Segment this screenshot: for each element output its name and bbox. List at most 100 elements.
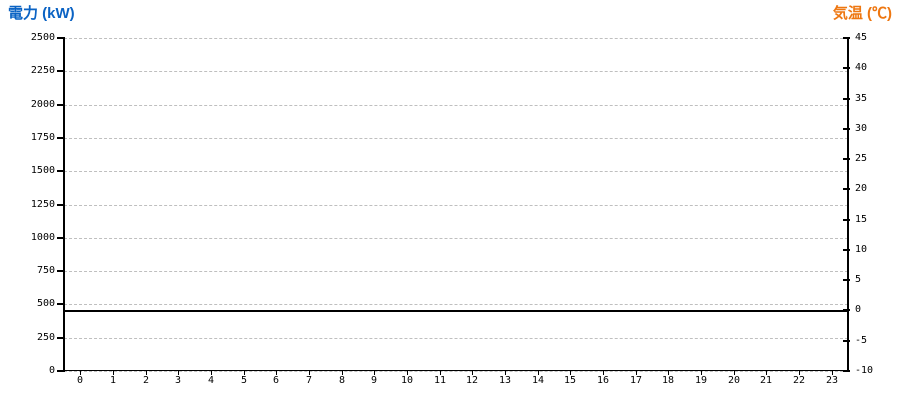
- gridline: [64, 371, 848, 372]
- left-tick-label: 1500: [30, 165, 55, 176]
- left-tick-mark: [57, 204, 64, 206]
- right-tick-mark: [843, 219, 850, 221]
- right-tick-mark: [843, 158, 850, 160]
- right-tick-label: -10: [855, 365, 874, 376]
- x-tick-label: 13: [498, 375, 512, 386]
- right-tick-label: 40: [855, 62, 868, 73]
- right-tick-label: 25: [855, 153, 868, 164]
- right-tick-mark: [843, 98, 850, 100]
- x-tick-mark: [505, 370, 506, 375]
- x-tick-mark: [668, 370, 669, 375]
- x-tick-label: 1: [109, 375, 117, 386]
- right-tick-label: 0: [855, 304, 862, 315]
- x-tick-label: 12: [465, 375, 479, 386]
- gridline: [64, 238, 848, 239]
- left-tick-label: 1000: [30, 232, 55, 243]
- x-tick-mark: [211, 370, 212, 375]
- left-tick-mark: [57, 370, 64, 372]
- x-tick-mark: [342, 370, 343, 375]
- left-tick-mark: [57, 303, 64, 305]
- gridline: [64, 138, 848, 139]
- left-tick-mark: [57, 270, 64, 272]
- x-tick-mark: [472, 370, 473, 375]
- x-tick-mark: [374, 370, 375, 375]
- x-tick-label: 15: [563, 375, 577, 386]
- x-tick-mark: [309, 370, 310, 375]
- right-tick-mark: [843, 67, 850, 69]
- gridline: [64, 271, 848, 272]
- x-tick-mark: [603, 370, 604, 375]
- x-tick-label: 5: [240, 375, 248, 386]
- left-tick-label: 2000: [30, 99, 55, 110]
- x-tick-label: 8: [338, 375, 346, 386]
- x-tick-label: 7: [305, 375, 313, 386]
- x-tick-label: 17: [629, 375, 643, 386]
- gridline: [64, 38, 848, 39]
- right-tick-mark: [843, 128, 850, 130]
- x-tick-label: 6: [272, 375, 280, 386]
- left-tick-mark: [57, 37, 64, 39]
- gridline: [64, 338, 848, 339]
- x-tick-mark: [113, 370, 114, 375]
- x-tick-mark: [244, 370, 245, 375]
- right-tick-mark: [843, 188, 850, 190]
- right-tick-label: 35: [855, 93, 868, 104]
- left-tick-mark: [57, 137, 64, 139]
- x-tick-mark: [766, 370, 767, 375]
- x-tick-mark: [734, 370, 735, 375]
- x-tick-label: 14: [531, 375, 545, 386]
- left-tick-mark: [57, 104, 64, 106]
- x-tick-label: 21: [759, 375, 773, 386]
- right-tick-mark: [843, 249, 850, 251]
- x-tick-label: 4: [207, 375, 215, 386]
- x-tick-label: 22: [792, 375, 806, 386]
- right-tick-label: 15: [855, 214, 868, 225]
- x-tick-mark: [538, 370, 539, 375]
- left-tick-label: 2500: [30, 32, 55, 43]
- left-tick-label: 250: [36, 332, 55, 343]
- gridline: [64, 304, 848, 305]
- right-tick-label: -5: [855, 335, 868, 346]
- x-tick-mark: [799, 370, 800, 375]
- x-tick-label: 11: [433, 375, 447, 386]
- right-tick-label: 5: [855, 274, 862, 285]
- x-tick-mark: [80, 370, 81, 375]
- x-tick-label: 0: [76, 375, 84, 386]
- x-tick-mark: [636, 370, 637, 375]
- x-tick-label: 19: [694, 375, 708, 386]
- x-tick-mark: [832, 370, 833, 375]
- x-tick-mark: [407, 370, 408, 375]
- plot-area: [64, 38, 848, 371]
- x-tick-mark: [440, 370, 441, 375]
- right-tick-label: 30: [855, 123, 868, 134]
- right-tick-label: 45: [855, 32, 868, 43]
- x-tick-label: 10: [400, 375, 414, 386]
- left-tick-label: 500: [36, 298, 55, 309]
- right-tick-mark: [843, 309, 850, 311]
- left-tick-label: 1250: [30, 199, 55, 210]
- left-tick-mark: [57, 237, 64, 239]
- left-axis-line: [63, 37, 65, 372]
- x-tick-label: 23: [825, 375, 839, 386]
- gridline: [64, 105, 848, 106]
- gridline: [64, 71, 848, 72]
- x-tick-label: 3: [174, 375, 182, 386]
- x-tick-label: 16: [596, 375, 610, 386]
- left-tick-label: 1750: [30, 132, 55, 143]
- right-axis-title: 気温 (℃): [832, 5, 892, 22]
- right-tick-mark: [843, 370, 850, 372]
- x-tick-mark: [276, 370, 277, 375]
- gridline: [64, 171, 848, 172]
- left-tick-label: 0: [48, 365, 55, 376]
- x-tick-label: 2: [142, 375, 150, 386]
- x-tick-label: 9: [370, 375, 378, 386]
- x-tick-label: 18: [661, 375, 675, 386]
- x-tick-mark: [178, 370, 179, 375]
- left-tick-mark: [57, 337, 64, 339]
- left-axis-title: 電力 (kW): [8, 5, 75, 22]
- x-tick-mark: [701, 370, 702, 375]
- right-tick-label: 20: [855, 183, 868, 194]
- x-axis-line: [64, 370, 848, 371]
- right-tick-mark: [843, 279, 850, 281]
